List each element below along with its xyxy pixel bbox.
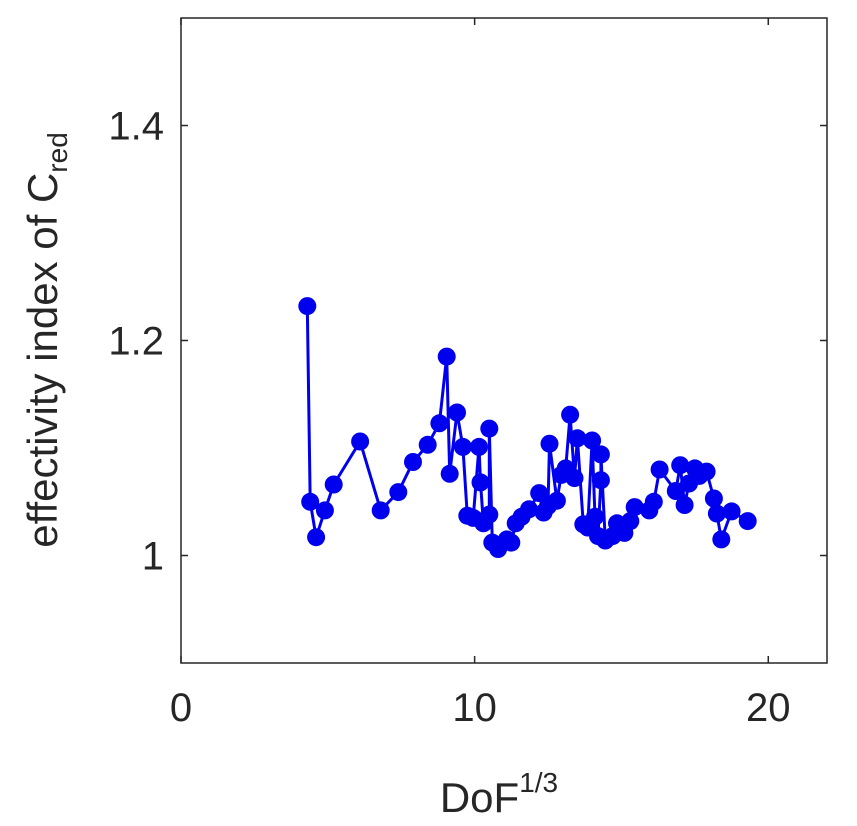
data-point [712,530,731,549]
tick-labels: 0 10 20 1 1.2 1.4 [108,105,790,731]
data-point [520,500,538,519]
plot-frame [180,17,828,664]
y-tick-label: 1.2 [108,320,164,364]
data-point [470,437,488,456]
data-point [547,491,566,510]
y-axis-title-base: effectivity index of C [19,173,66,548]
y-tick-label: 1 [142,535,164,579]
data-point [586,507,604,526]
data-point [430,414,449,433]
data-point [418,435,437,454]
x-tick-label: 20 [746,686,791,730]
data-point [371,501,390,520]
x-tick-label: 0 [170,686,192,730]
data-point [351,432,370,451]
data-point [738,512,757,531]
data-point [448,403,466,422]
data-point [389,483,408,502]
data-point [315,501,334,520]
data-point [307,528,326,547]
data-point [704,489,723,508]
data-point [722,502,741,521]
data-point [621,512,640,531]
data-point [697,462,716,481]
data-point [565,469,584,488]
data-point [644,492,663,511]
y-axis-title-subscript: red [42,132,73,172]
data-point [583,431,602,450]
data-point [480,505,499,524]
data-point [591,445,610,464]
y-axis-title: effectivity index of Cred [19,132,73,548]
data-point [471,473,490,492]
data-point [530,484,549,503]
x-axis-title: DoF1/3 [440,767,558,821]
data-point [301,492,320,511]
y-tick-label: 1.4 [108,105,164,149]
data-point [666,482,685,500]
x-axis-title-superscript: 1/3 [519,767,558,798]
x-tick-label: 10 [452,686,497,730]
data-point [625,498,644,517]
data-point [561,405,580,424]
data-point [707,504,726,523]
data-point [404,453,422,471]
data-point [650,460,669,479]
data-point [568,429,587,448]
data-point [298,297,317,316]
data-point [591,471,610,490]
data-point [502,533,521,552]
plot-area-background [181,18,827,663]
x-axis-title-base: DoF [440,774,519,821]
data-point [540,434,559,453]
data-point [440,464,459,483]
data-point [675,496,694,514]
data-point [324,475,343,494]
data-point [480,419,499,438]
data-point [453,437,472,456]
data-point [671,456,690,475]
data-point [437,347,456,366]
series-layer [298,297,757,558]
